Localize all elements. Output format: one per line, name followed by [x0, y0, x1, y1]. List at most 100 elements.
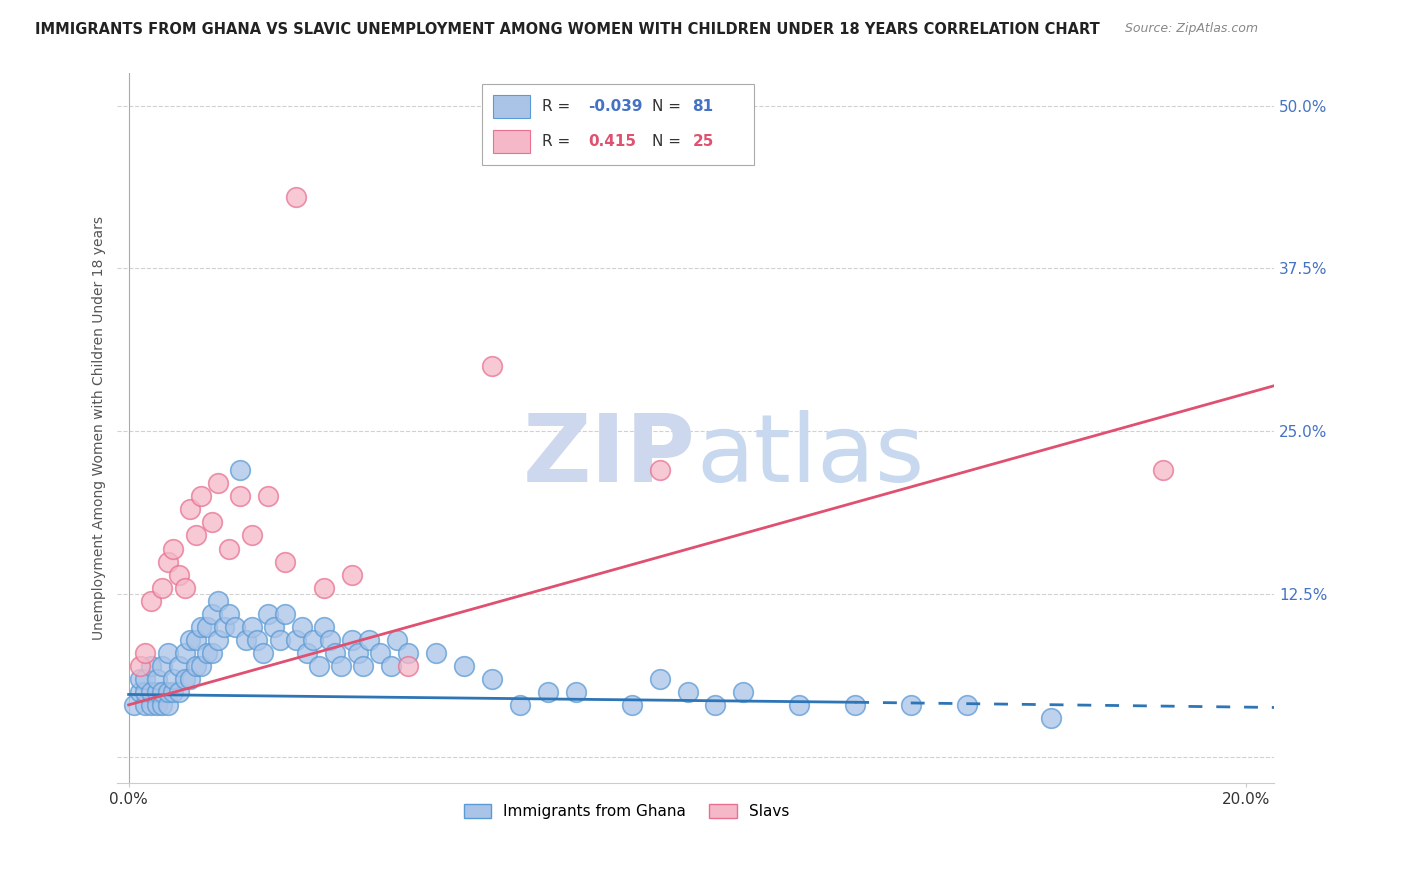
Text: 25: 25 — [692, 135, 714, 149]
Point — [340, 567, 363, 582]
Text: atlas: atlas — [696, 410, 924, 502]
Point — [156, 646, 179, 660]
Point — [352, 658, 374, 673]
Point — [509, 698, 531, 712]
Point — [162, 672, 184, 686]
Point — [156, 555, 179, 569]
Text: N =: N = — [652, 135, 681, 149]
Point — [425, 646, 447, 660]
Point — [139, 698, 162, 712]
Point — [179, 502, 201, 516]
Point — [139, 593, 162, 607]
Point — [263, 620, 285, 634]
Point — [844, 698, 866, 712]
Point — [257, 490, 280, 504]
Point — [357, 632, 380, 647]
Bar — [494, 130, 530, 153]
Point — [128, 672, 150, 686]
Point — [156, 698, 179, 712]
Point — [201, 607, 224, 621]
Point — [139, 658, 162, 673]
Point — [150, 658, 173, 673]
Point — [564, 685, 586, 699]
Text: ZIP: ZIP — [523, 410, 696, 502]
Point — [150, 685, 173, 699]
Point — [167, 567, 190, 582]
Point — [330, 658, 353, 673]
Point — [195, 646, 218, 660]
Point — [733, 685, 755, 699]
Text: 0.415: 0.415 — [588, 135, 637, 149]
Point — [396, 646, 419, 660]
Point — [122, 698, 145, 712]
FancyBboxPatch shape — [482, 84, 754, 165]
Point — [704, 698, 727, 712]
Point — [240, 528, 263, 542]
Text: Source: ZipAtlas.com: Source: ZipAtlas.com — [1125, 22, 1258, 36]
Point — [167, 658, 190, 673]
Text: IMMIGRANTS FROM GHANA VS SLAVIC UNEMPLOYMENT AMONG WOMEN WITH CHILDREN UNDER 18 : IMMIGRANTS FROM GHANA VS SLAVIC UNEMPLOY… — [35, 22, 1099, 37]
Point — [184, 658, 207, 673]
Text: R =: R = — [543, 99, 575, 114]
Point — [269, 632, 291, 647]
Point — [676, 685, 699, 699]
Point — [285, 632, 308, 647]
Point — [150, 581, 173, 595]
Point — [340, 632, 363, 647]
Point — [173, 646, 195, 660]
Point — [956, 698, 979, 712]
Point — [184, 528, 207, 542]
Point — [235, 632, 257, 647]
Point — [207, 632, 229, 647]
Point — [314, 581, 336, 595]
Point — [134, 685, 156, 699]
Point — [134, 646, 156, 660]
Point — [246, 632, 269, 647]
Point — [900, 698, 922, 712]
Text: R =: R = — [543, 135, 575, 149]
Point — [314, 620, 336, 634]
Text: 81: 81 — [692, 99, 714, 114]
Point — [325, 646, 347, 660]
Point — [380, 658, 402, 673]
Bar — [494, 95, 530, 118]
Point — [537, 685, 560, 699]
Point — [179, 632, 201, 647]
Point — [167, 685, 190, 699]
Legend: Immigrants from Ghana, Slavs: Immigrants from Ghana, Slavs — [457, 797, 796, 825]
Point — [385, 632, 408, 647]
Point — [184, 632, 207, 647]
Point — [620, 698, 643, 712]
Point — [308, 658, 330, 673]
Point — [648, 672, 671, 686]
Point — [648, 463, 671, 477]
Point — [190, 490, 212, 504]
Point — [162, 541, 184, 556]
Point — [212, 620, 235, 634]
Y-axis label: Unemployment Among Women with Children Under 18 years: Unemployment Among Women with Children U… — [93, 216, 107, 640]
Point — [162, 685, 184, 699]
Point — [150, 698, 173, 712]
Point — [201, 516, 224, 530]
Point — [453, 658, 475, 673]
Text: -0.039: -0.039 — [588, 99, 643, 114]
Point — [145, 698, 167, 712]
Point — [145, 685, 167, 699]
Point — [319, 632, 342, 647]
Text: N =: N = — [652, 99, 681, 114]
Point — [173, 581, 195, 595]
Point — [218, 607, 240, 621]
Point — [274, 607, 297, 621]
Point — [257, 607, 280, 621]
Point — [207, 476, 229, 491]
Point — [396, 658, 419, 673]
Point — [302, 632, 325, 647]
Point — [128, 685, 150, 699]
Point — [195, 620, 218, 634]
Point — [179, 672, 201, 686]
Point — [128, 658, 150, 673]
Point — [787, 698, 810, 712]
Point — [145, 672, 167, 686]
Point — [201, 646, 224, 660]
Point — [1152, 463, 1174, 477]
